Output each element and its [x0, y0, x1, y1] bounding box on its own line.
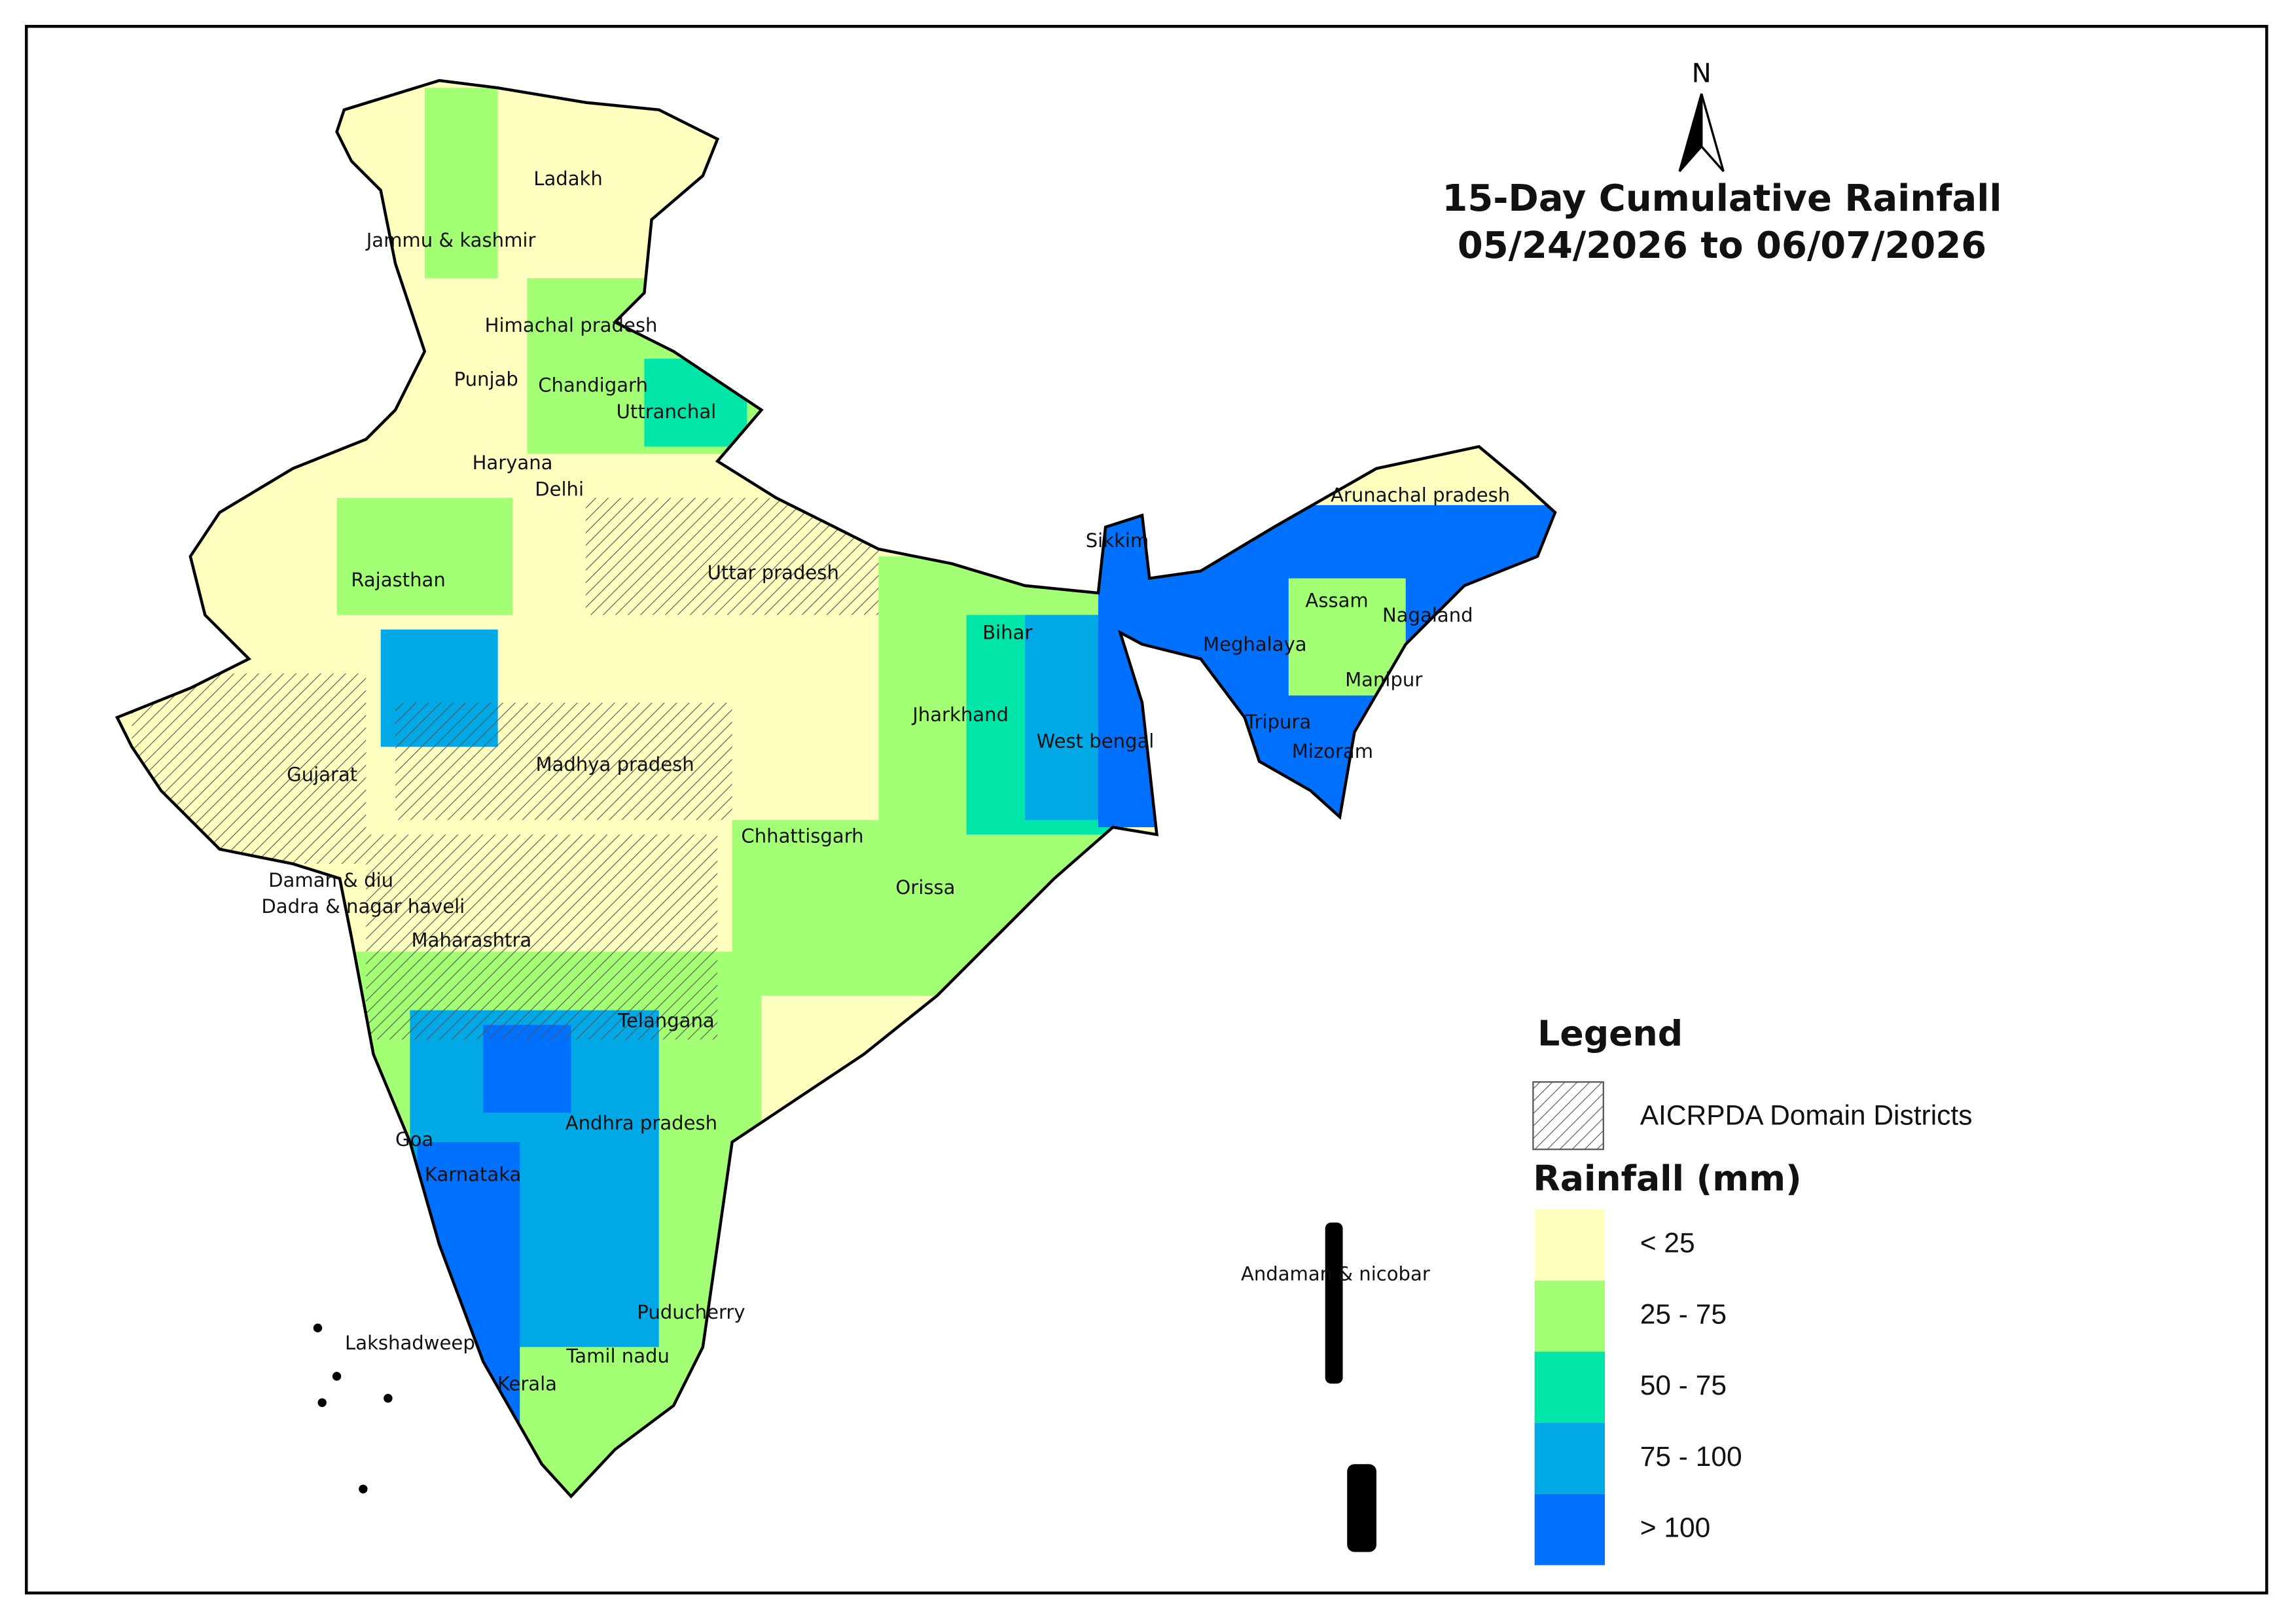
legend-swatch [1534, 1423, 1605, 1494]
patch [424, 88, 498, 279]
state-label: Nagaland [1382, 604, 1473, 626]
state-label: Rajasthan [351, 569, 446, 591]
state-label: Puducherry [637, 1301, 745, 1323]
state-label: Jharkhand [911, 704, 1009, 726]
legend-label: 50 - 75 [1640, 1370, 1727, 1401]
state-label: Tripura [1245, 711, 1311, 733]
state-label: Andaman & nicobar [1241, 1263, 1430, 1285]
state-label: Andhra pradesh [565, 1112, 717, 1134]
state-label: Bihar [982, 622, 1032, 644]
state-label: Uttranchal [617, 401, 717, 423]
island [1325, 1222, 1343, 1384]
north-label: N [1692, 58, 1712, 88]
state-label: Punjab [454, 368, 518, 391]
hatch-area [395, 702, 732, 820]
legend-label: 25 - 75 [1640, 1299, 1727, 1330]
island [1347, 1464, 1377, 1552]
north-arrow: N [1678, 58, 1725, 172]
state-label: Dadra & nagar haveli [261, 895, 465, 918]
state-label: Tamil nadu [565, 1345, 670, 1367]
legend: Legend AICRPDA Domain Districts Rainfall… [1532, 1012, 1973, 1565]
state-label: Himachal pradesh [485, 314, 658, 336]
state-label: Sikkim [1086, 529, 1149, 552]
hatch-area [366, 834, 718, 1040]
state-label: Uttar pradesh [708, 562, 839, 584]
island [332, 1372, 342, 1381]
state-label: Meghalaya [1203, 633, 1307, 656]
state-label: Haryana [473, 452, 553, 474]
legend-swatch [1534, 1209, 1605, 1281]
state-label: Mizoram [1292, 740, 1373, 762]
legend-label: > 100 [1640, 1512, 1711, 1543]
subtitle: 05/24/2026 to 06/07/2026 [1458, 224, 1986, 267]
hatch-label: AICRPDA Domain Districts [1640, 1100, 1973, 1131]
state-label: Lakshadweep [345, 1332, 475, 1354]
state-label: Daman & diu [268, 869, 393, 891]
island [359, 1484, 368, 1493]
state-label: Assam [1305, 590, 1368, 612]
legend-swatch [1534, 1351, 1605, 1423]
legend-label: < 25 [1640, 1228, 1695, 1259]
island [313, 1323, 323, 1332]
patch [336, 497, 513, 615]
state-label: Chhattisgarh [741, 825, 863, 847]
state-label: Maharashtra [412, 929, 532, 952]
legend-swatch [1534, 1493, 1605, 1565]
state-labels: Ladakh Jammu & kashmir Himachal pradesh … [261, 168, 1510, 1395]
legend-title: Legend [1537, 1012, 1683, 1054]
title: 15-Day Cumulative Rainfall [1442, 177, 2001, 220]
state-label: Delhi [535, 478, 584, 500]
island [384, 1393, 393, 1403]
state-label: Kerala [497, 1372, 557, 1395]
state-label: Chandigarh [538, 374, 648, 397]
state-label: Telangana [617, 1010, 715, 1032]
state-label: West bengal [1037, 730, 1155, 752]
legend-label: 75 - 100 [1640, 1442, 1742, 1472]
island [317, 1398, 327, 1407]
state-label: Arunachal pradesh [1331, 484, 1510, 506]
state-label: Madhya pradesh [536, 753, 694, 776]
state-label: Ladakh [533, 168, 603, 190]
state-label: Manipur [1345, 668, 1422, 690]
state-label: Goa [395, 1128, 433, 1150]
islands [313, 1222, 1377, 1552]
state-label: Karnataka [425, 1164, 521, 1186]
patch [732, 819, 937, 996]
legend-swatch [1534, 1280, 1605, 1352]
state-label: Jammu & kashmir [365, 229, 536, 251]
state-label: Gujarat [287, 764, 357, 786]
north-arrow-left [1678, 93, 1703, 172]
hatch-swatch [1532, 1081, 1604, 1150]
rainfall-title: Rainfall (mm) [1533, 1158, 1801, 1199]
state-label: Orissa [895, 876, 955, 899]
